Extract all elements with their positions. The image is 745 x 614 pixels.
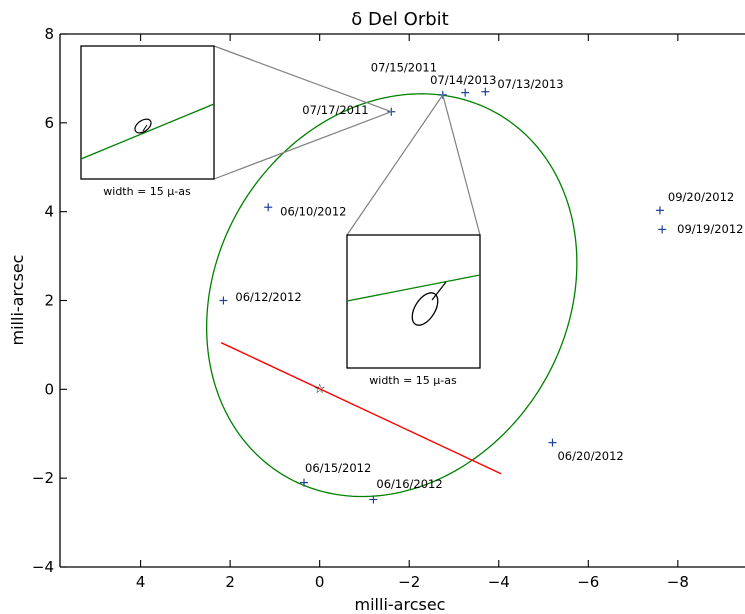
data-point [548, 438, 557, 447]
date-label: 06/20/2012 [557, 449, 623, 463]
inset-1-orbit-segment [81, 103, 214, 160]
date-label: 06/12/2012 [235, 290, 301, 304]
date-label: 07/17/2011 [302, 103, 368, 117]
x-tick-label: −6 [577, 573, 599, 591]
data-point [264, 203, 273, 212]
date-label: 07/13/2013 [497, 77, 563, 91]
inset-1-caption: width = 15 μ-as [103, 185, 191, 198]
inset-2-orbit-segment [347, 274, 480, 302]
x-tick-label: −4 [488, 573, 510, 591]
date-label: 07/14/2013 [430, 73, 496, 87]
inset-2-caption: width = 15 μ-as [369, 374, 457, 387]
y-tick-label: 4 [44, 203, 54, 221]
inset-2-connector [346, 94, 444, 236]
y-axis-label: milli-arcsec [8, 255, 27, 346]
inset-2-connector [442, 94, 481, 236]
inset-1-residual [142, 124, 148, 132]
date-label: 09/20/2012 [668, 190, 734, 204]
date-label: 09/19/2012 [677, 222, 743, 236]
inset-1-error-ellipse [134, 118, 152, 134]
x-tick-label: −8 [667, 573, 689, 591]
inset-2: width = 15 μ-as [346, 234, 481, 387]
data-point [658, 225, 667, 234]
y-axis-ticks: −4 −2 0 2 4 6 8 [32, 25, 67, 576]
inset-1-connector [213, 45, 392, 113]
y-tick-label: 2 [44, 292, 54, 310]
inset-2-frame [346, 234, 481, 369]
date-label: 06/15/2012 [305, 461, 371, 475]
y-tick-label: 6 [44, 114, 54, 132]
line-of-nodes [220, 342, 502, 475]
x-axis-ticks: 4 2 0 −2 −4 −6 −8 [136, 34, 689, 591]
data-point [219, 296, 228, 305]
data-point [369, 495, 378, 504]
inset-1: width = 15 μ-as [80, 45, 215, 198]
y-tick-label: −2 [32, 469, 54, 487]
inset-2-residual [431, 281, 447, 301]
data-point [300, 478, 309, 487]
data-point [481, 87, 490, 96]
inset-connectors [213, 45, 481, 236]
x-tick-label: 0 [315, 573, 325, 591]
orbit-ellipse [205, 93, 578, 498]
x-tick-label: 2 [225, 573, 235, 591]
x-tick-label: 4 [136, 573, 146, 591]
y-tick-label: 8 [44, 25, 54, 43]
data-points [219, 87, 667, 504]
data-point [461, 88, 470, 97]
inset-1-connector [213, 111, 392, 180]
data-point [655, 206, 664, 215]
x-axis-label: milli-arcsec [355, 595, 446, 614]
chart-title: δ Del Orbit [351, 9, 448, 30]
y-tick-label: 0 [44, 380, 54, 398]
date-label: 06/10/2012 [280, 205, 346, 219]
primary-star-marker: ☆ [314, 382, 326, 397]
date-label: 06/16/2012 [376, 477, 442, 491]
inset-2-error-ellipse [411, 292, 439, 326]
x-tick-label: −2 [398, 573, 420, 591]
date-label: 07/15/2011 [371, 60, 437, 74]
y-tick-label: −4 [32, 558, 54, 576]
